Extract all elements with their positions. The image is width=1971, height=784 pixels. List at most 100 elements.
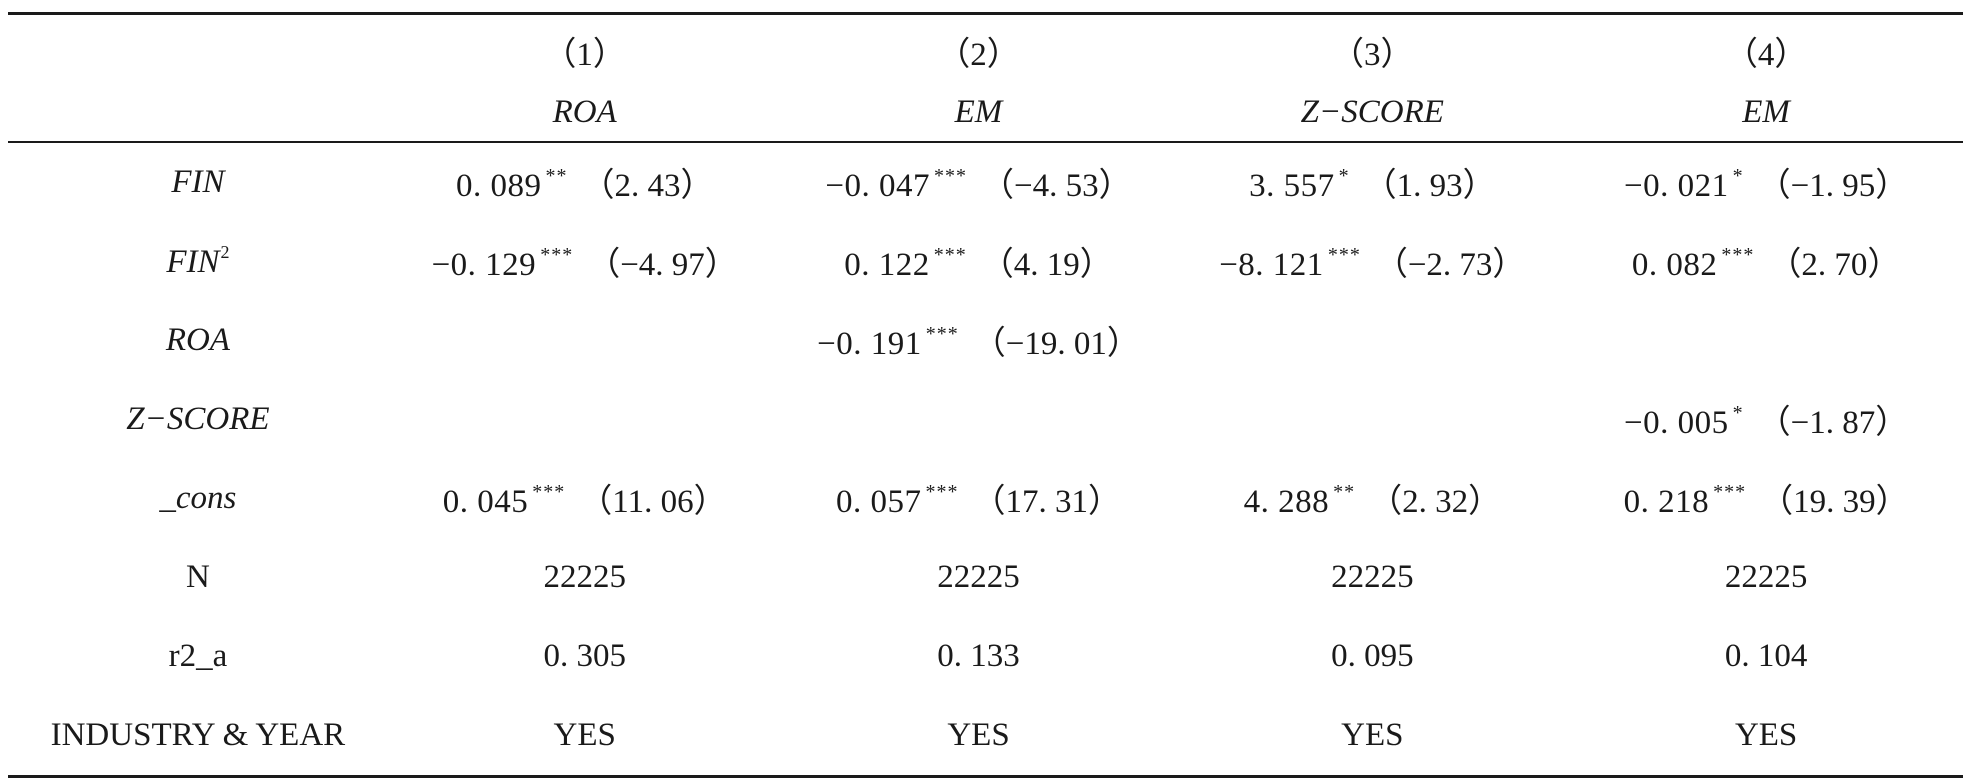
significance-stars: *** (1713, 481, 1747, 503)
dependent-variable: EM (1742, 93, 1790, 130)
variable-label-text: FIN (171, 163, 225, 200)
statistic-row: INDUSTRY & YEAR YES YES YES YES (8, 696, 1963, 775)
dependent-variable-row: ROA EM Z−SCORE EM (8, 83, 1963, 141)
coefficient-cell (1175, 380, 1569, 459)
significance-stars: *** (1327, 244, 1361, 266)
significance-stars: *** (933, 244, 967, 266)
coefficient-cell: 0. 045 *** （11. 06） (388, 459, 782, 538)
coefficient-value: 0. 045 (442, 484, 529, 520)
corner-cell (8, 15, 388, 83)
t-statistic: （−1. 87） (1757, 405, 1909, 441)
column-number: （1） (543, 37, 626, 73)
t-statistic: （−4. 97） (587, 247, 738, 283)
coefficient-value: −8. 121 (1219, 247, 1324, 283)
statistic-value: 0. 095 (1331, 637, 1414, 674)
t-statistic: （4. 19） (980, 247, 1113, 283)
coefficient-cell (1569, 301, 1963, 380)
coefficient-cell (388, 380, 782, 459)
table-top-rule (8, 12, 1963, 15)
coefficient-cell: −0. 021 * （−1. 95） (1569, 143, 1963, 222)
coefficient-cell (782, 380, 1176, 459)
statistic-label: N (185, 558, 210, 595)
variable-label-text: ROA (165, 321, 230, 358)
variable-label: _cons (8, 459, 388, 538)
t-statistic: （−19. 01） (972, 326, 1140, 362)
dependent-variable: EM (954, 93, 1003, 130)
statistic-value: 22225 (937, 558, 1020, 595)
significance-stars: *** (1721, 244, 1755, 266)
significance-stars: *** (540, 244, 574, 266)
statistic-row: r2_a 0. 305 0. 133 0. 095 0. 104 (8, 617, 1963, 696)
column-number: （2） (937, 37, 1020, 73)
dependent-variable: Z−SCORE (1300, 93, 1444, 130)
coefficient-row: _cons 0. 045 *** （11. 06） 0. 057 *** （17. 31） 4… (8, 459, 1963, 538)
coefficient-value: −0. 005 (1623, 405, 1729, 441)
coefficient-value: 3. 557 (1249, 168, 1335, 204)
coefficient-cell: −0. 191 *** （−19. 01） (782, 301, 1176, 380)
coefficient-cell (1175, 301, 1569, 380)
coefficient-cell: 0. 218 *** （19. 39） (1569, 459, 1963, 538)
statistic-value: 0. 305 (543, 637, 626, 674)
statistic-value: YES (553, 716, 616, 753)
statistic-label: INDUSTRY & YEAR (50, 716, 346, 753)
coefficient-row: Z−SCORE −0. 005 * （−1. 87） (8, 380, 1963, 459)
significance-stars: * (1338, 165, 1350, 187)
coefficient-cell: −0. 047 *** （−4. 53） (782, 143, 1176, 222)
regression-table: （1） （2） （3） （4） ROA EM Z−SCORE EM FIN 0. … (8, 12, 1963, 778)
coefficient-cell (388, 301, 782, 380)
statistic-value: YES (1341, 716, 1404, 753)
variable-label-text: FIN (166, 243, 220, 280)
coefficient-cell: −8. 121 *** （−2. 73） (1175, 222, 1569, 301)
t-statistic: （−4. 53） (981, 168, 1132, 204)
dependent-variable: ROA (552, 93, 617, 130)
statistic-value: 22225 (1331, 558, 1414, 595)
coefficient-cell: 0. 057 *** （17. 31） (782, 459, 1176, 538)
variable-label-text: _cons (159, 479, 237, 516)
statistic-value: 0. 104 (1724, 637, 1808, 674)
column-number: （3） (1331, 37, 1414, 73)
significance-stars: *** (925, 323, 959, 345)
coefficient-value: 0. 089 (455, 168, 542, 204)
coefficient-row: FIN 0. 089 ** （2. 43） −0. 047 *** （−4. 53） 3. 5… (8, 143, 1963, 222)
t-statistic: （17. 31） (972, 484, 1122, 520)
variable-label: FIN (8, 143, 388, 222)
coefficient-cell: −0. 129 *** （−4. 97） (388, 222, 782, 301)
significance-stars: * (1732, 402, 1744, 424)
variable-label-superscript: 2 (220, 241, 230, 262)
column-number-row: （1） （2） （3） （4） (8, 15, 1963, 83)
statistic-label: r2_a (168, 637, 228, 674)
coefficient-row: FIN2 −0. 129 *** （−4. 97） 0. 122 *** （4. 19） −8… (8, 222, 1963, 301)
significance-stars: * (1732, 165, 1744, 187)
coefficient-value: −0. 047 (825, 168, 930, 204)
significance-stars: *** (532, 481, 566, 503)
coefficient-cell: −0. 005 * （−1. 87） (1569, 380, 1963, 459)
coefficient-value: 0. 057 (836, 484, 922, 520)
statistic-value: 0. 133 (937, 637, 1020, 674)
table-header-rule (8, 141, 1963, 143)
coefficient-cell: 3. 557 * （1. 93） (1175, 143, 1569, 222)
statistic-row: N 22225 22225 22225 22225 (8, 538, 1963, 617)
statistic-value: YES (947, 716, 1010, 753)
t-statistic: （2. 70） (1768, 247, 1901, 283)
variable-label: Z−SCORE (8, 380, 388, 459)
coefficient-cell: 4. 288 ** （2. 32） (1175, 459, 1569, 538)
statistic-value: YES (1734, 716, 1798, 753)
t-statistic: （−2. 73） (1374, 247, 1526, 283)
regression-table-grid: （1） （2） （3） （4） ROA EM Z−SCORE EM (8, 15, 1963, 141)
coefficient-value: 4. 288 (1243, 484, 1330, 520)
t-statistic: （2. 43） (581, 168, 714, 204)
significance-stars: ** (545, 165, 568, 187)
coefficient-cell: 0. 089 ** （2. 43） (388, 143, 782, 222)
t-statistic: （2. 32） (1369, 484, 1502, 520)
coefficient-value: 0. 122 (844, 247, 930, 283)
t-statistic: （−1. 95） (1757, 168, 1909, 204)
t-statistic: （1. 93） (1363, 168, 1496, 204)
coefficient-cell: 0. 082 *** （2. 70） (1569, 222, 1963, 301)
coefficient-value: 0. 218 (1623, 484, 1710, 520)
variable-label: ROA (8, 301, 388, 380)
significance-stars: *** (934, 165, 967, 187)
variable-label-text: Z−SCORE (126, 400, 270, 437)
corner-cell (8, 83, 388, 141)
coefficient-value: −0. 129 (431, 247, 537, 283)
coefficient-value: −0. 191 (817, 326, 922, 362)
